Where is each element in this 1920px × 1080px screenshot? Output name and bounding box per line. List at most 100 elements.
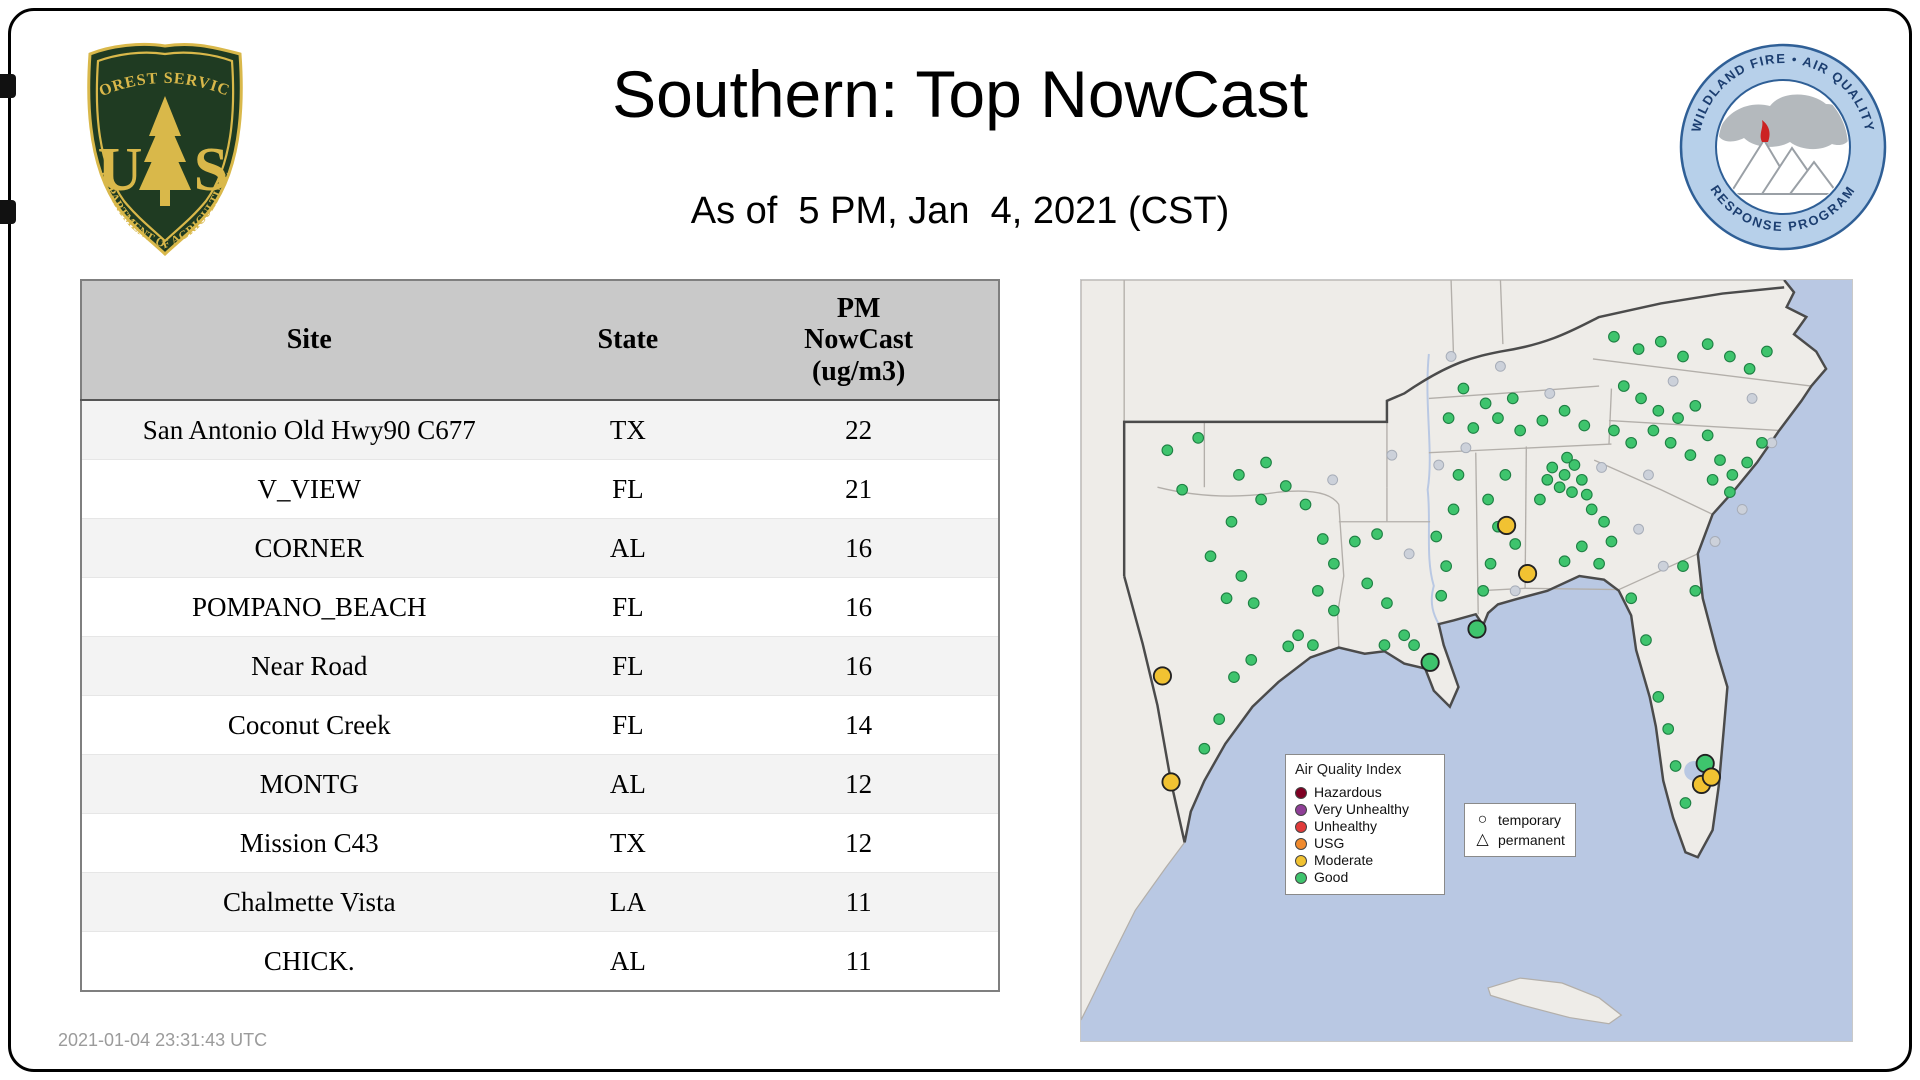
good-marker [1282, 640, 1295, 653]
legend-color-dot [1295, 837, 1307, 850]
value-cell: 14 [719, 695, 999, 756]
good-marker [1625, 592, 1638, 605]
map-markers-layer [1152, 330, 1778, 809]
good-marker [1689, 399, 1702, 412]
inactive-marker [1667, 375, 1679, 387]
good-marker [1260, 456, 1272, 469]
page-title: Southern: Top NowCast [612, 57, 1308, 131]
flame-icon [1760, 120, 1770, 142]
good-marker [1756, 436, 1768, 449]
site-cell: CHICK. [263, 945, 355, 976]
good-marker [1348, 535, 1361, 548]
state-cell: AL [609, 945, 646, 976]
state-cell: TX [536, 813, 720, 874]
good-marker [1580, 488, 1593, 501]
good-marker [1299, 498, 1312, 511]
good-marker [1701, 338, 1714, 350]
site-cell: Coconut Creek [81, 695, 537, 756]
legend-item: Good [1295, 869, 1435, 886]
good-marker [1161, 444, 1174, 457]
good-marker [1292, 629, 1304, 642]
good-marker [1492, 412, 1504, 424]
good-marker [1578, 419, 1591, 432]
value-cell: 21 [719, 459, 999, 520]
good-marker [1506, 392, 1519, 405]
table-row: CORNER AL 16 [81, 518, 999, 579]
land-shape [1081, 280, 1827, 1021]
good-marker [1225, 515, 1238, 528]
good-marker [1457, 382, 1470, 395]
inactive-marker [1766, 437, 1778, 449]
good-marker [1585, 503, 1598, 516]
site-cell: POMPANO_BEACH [81, 577, 537, 638]
inactive-marker [1746, 392, 1758, 404]
legend-label: Moderate [1314, 852, 1374, 869]
nowcast-table-container: Site State PM NowCast (ug/m3) San Antoni… [80, 279, 1000, 993]
pine-tree-icon [139, 96, 191, 206]
good-marker [1652, 404, 1665, 417]
legend-color-dot [1295, 803, 1307, 816]
good-marker [1220, 592, 1233, 605]
edge-mark [0, 74, 16, 98]
good-marker [1647, 424, 1660, 437]
good-marker [1541, 473, 1554, 486]
moderate-large-marker [1161, 772, 1181, 792]
table-row: V_VIEW FL 21 [81, 459, 999, 520]
good-marker [1328, 604, 1340, 617]
inactive-marker [1386, 449, 1398, 461]
state-cell: FL [536, 695, 720, 756]
site-cell: MONTG [81, 754, 537, 815]
mountains-icon [1726, 138, 1840, 195]
good-marker [1440, 560, 1453, 573]
good-marker [1378, 639, 1391, 651]
symbol-legend: ○ temporary △ permanent [1464, 803, 1576, 857]
good-marker [1558, 469, 1571, 481]
value-cell: 11 [845, 945, 872, 976]
good-marker [1176, 483, 1189, 496]
good-large-marker [1420, 652, 1440, 672]
inactive-marker [1445, 351, 1457, 362]
good-marker [1566, 486, 1578, 499]
good-marker [1608, 424, 1620, 437]
value-cell: 22 [719, 400, 999, 461]
legend-color-dot [1295, 820, 1307, 833]
good-marker [1514, 424, 1527, 437]
good-marker [1235, 570, 1248, 582]
table-row: Coconut Creek FL 14 [81, 695, 999, 756]
good-marker [1307, 639, 1319, 651]
good-marker [1605, 535, 1618, 548]
legend-color-dot [1295, 871, 1307, 884]
legend-label: Very Unhealthy [1314, 801, 1409, 818]
inactive-marker [1596, 462, 1608, 473]
good-marker [1361, 577, 1374, 590]
legend-item: Hazardous [1295, 784, 1435, 801]
aqi-map: Air Quality Index Hazardous Very Unhealth… [1080, 279, 1853, 1042]
smoke-icon [1718, 94, 1848, 149]
moderate-large-marker [1518, 563, 1538, 584]
inactive-marker [1709, 536, 1721, 547]
good-marker [1662, 723, 1675, 735]
value-cell: 16 [719, 518, 999, 579]
site-cell: CORNER [81, 518, 537, 579]
good-marker [1669, 760, 1682, 772]
inactive-marker [1433, 459, 1445, 471]
good-marker [1408, 639, 1420, 651]
value-cell: 12 [719, 754, 999, 815]
good-marker [1575, 540, 1588, 553]
shield-letter-u: U [98, 136, 143, 204]
symbol-legend-items: ○ temporary △ permanent [1475, 810, 1565, 850]
good-marker [1553, 481, 1566, 494]
forest-service-shield-icon: FOREST SERVICE U S DEPARTMENT OF AGRICUL… [64, 27, 243, 257]
symbol-legend-label: permanent [1498, 832, 1565, 848]
state-column-header: State [536, 280, 720, 402]
aqi-legend: Air Quality Index Hazardous Very Unhealth… [1285, 754, 1445, 896]
inactive-marker [1460, 442, 1472, 454]
good-marker [1213, 713, 1226, 725]
state-borders [1123, 280, 1812, 648]
shield-inner-line [95, 51, 235, 243]
legend-item: Unhealthy [1295, 818, 1435, 835]
good-marker [1484, 557, 1497, 570]
good-marker [1632, 343, 1645, 355]
cuba-shape [1487, 977, 1623, 1025]
good-marker [1761, 345, 1773, 358]
